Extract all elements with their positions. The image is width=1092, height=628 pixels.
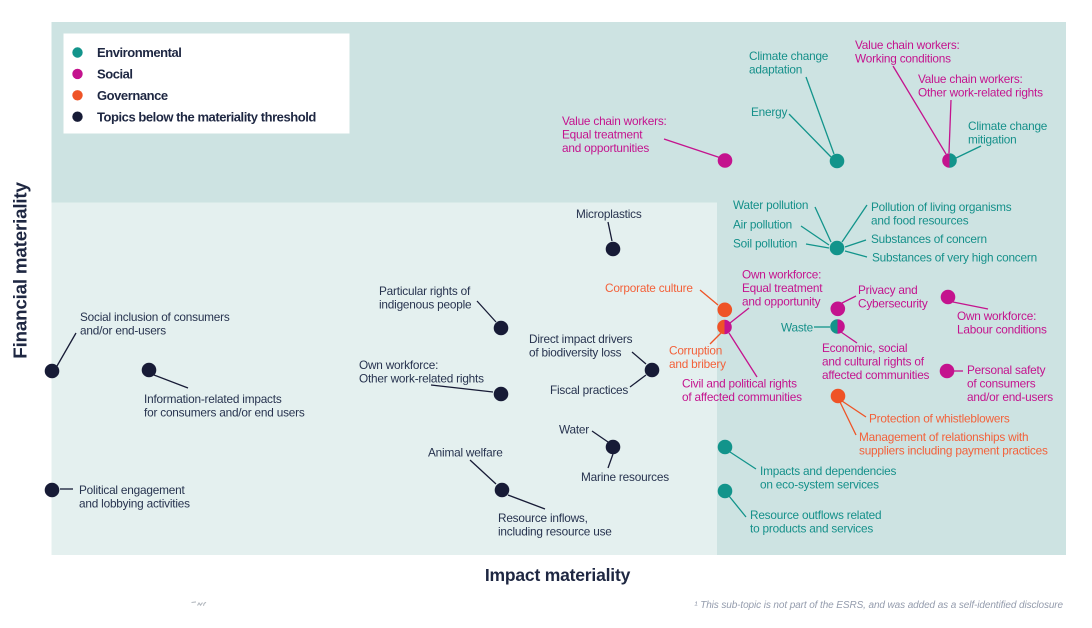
svg-text:Energy: Energy xyxy=(751,105,787,119)
svg-text:Own workforce:: Own workforce: xyxy=(359,358,438,372)
svg-text:indigenous people: indigenous people xyxy=(379,298,472,312)
svg-text:Social: Social xyxy=(97,67,133,82)
svg-text:Substances of very high concer: Substances of very high concern xyxy=(872,251,1037,265)
svg-text:Value chain workers:: Value chain workers: xyxy=(562,114,667,128)
svg-text:and lobbying activities: and lobbying activities xyxy=(79,497,190,511)
svg-text:Social inclusion of consumers: Social inclusion of consumers xyxy=(80,310,230,324)
svg-text:Own workforce:: Own workforce: xyxy=(742,268,821,282)
svg-text:Own workforce:: Own workforce: xyxy=(957,309,1036,323)
svg-text:Value chain workers:: Value chain workers: xyxy=(918,72,1023,86)
svg-text:of biodiversity loss: of biodiversity loss xyxy=(529,346,622,360)
svg-text:Impact materiality: Impact materiality xyxy=(485,565,631,585)
svg-text:and opportunity: and opportunity xyxy=(742,295,821,309)
svg-text:Economic, social: Economic, social xyxy=(822,341,907,355)
svg-text:Personal safety: Personal safety xyxy=(967,363,1046,377)
svg-text:affected communities: affected communities xyxy=(822,368,930,382)
svg-text:Climate change: Climate change xyxy=(968,119,1048,133)
svg-text:Water pollution: Water pollution xyxy=(733,198,808,212)
svg-text:and/or end-users: and/or end-users xyxy=(967,390,1053,404)
svg-text:Direct impact drivers: Direct impact drivers xyxy=(529,332,633,346)
svg-text:adaptation: adaptation xyxy=(749,63,802,77)
svg-text:Microplastics: Microplastics xyxy=(576,207,642,221)
svg-text:Impacts and dependencies: Impacts and dependencies xyxy=(760,464,897,478)
svg-text:Air pollution: Air pollution xyxy=(733,218,792,232)
svg-text:Other work-related rights: Other work-related rights xyxy=(918,86,1043,100)
svg-text:Water: Water xyxy=(559,423,589,437)
svg-text:Marine resources: Marine resources xyxy=(581,470,669,484)
svg-text:Protection of whistleblowers: Protection of whistleblowers xyxy=(869,412,1010,426)
svg-text:including resource use: including resource use xyxy=(498,525,612,539)
svg-text:and cultural rights of: and cultural rights of xyxy=(822,355,925,369)
svg-text:and/or end-users: and/or end-users xyxy=(80,324,166,338)
svg-text:Climate change: Climate change xyxy=(749,49,829,63)
svg-text:Particular rights of: Particular rights of xyxy=(379,284,471,298)
svg-text:Information-related impacts: Information-related impacts xyxy=(144,392,282,406)
svg-text:Corporate culture: Corporate culture xyxy=(605,281,693,295)
svg-text:Value chain workers:: Value chain workers: xyxy=(855,38,960,52)
svg-text:Environmental: Environmental xyxy=(97,45,181,60)
svg-text:Pollution of living organisms: Pollution of living organisms xyxy=(871,200,1012,214)
svg-text:Fiscal practices: Fiscal practices xyxy=(550,383,628,397)
svg-text:Resource inflows,: Resource inflows, xyxy=(498,511,588,525)
svg-text:Animal welfare: Animal welfare xyxy=(428,446,503,460)
svg-text:Privacy and: Privacy and xyxy=(858,283,917,297)
svg-text:of consumers: of consumers xyxy=(967,377,1036,391)
svg-text:on eco-system services: on eco-system services xyxy=(760,478,879,492)
svg-text:and bribery: and bribery xyxy=(669,357,726,371)
svg-text:Equal treatment: Equal treatment xyxy=(742,281,823,295)
svg-text:¹ This sub-topic is not part o: ¹ This sub-topic is not part of the ESRS… xyxy=(694,600,1063,611)
svg-text:and food resources: and food resources xyxy=(871,214,969,228)
svg-text:Resource outflows related: Resource outflows related xyxy=(750,508,881,522)
svg-text:Substances of concern: Substances of concern xyxy=(871,232,987,246)
svg-text:Corruption: Corruption xyxy=(669,344,722,358)
svg-text:Financial materiality: Financial materiality xyxy=(10,182,31,359)
svg-text:Cybersecurity: Cybersecurity xyxy=(858,297,928,311)
svg-text:Topics below the materiality t: Topics below the materiality threshold xyxy=(97,109,316,124)
svg-text:Equal treatment: Equal treatment xyxy=(562,128,643,142)
svg-text:and opportunities: and opportunities xyxy=(562,141,649,155)
svg-text:Soil pollution: Soil pollution xyxy=(733,237,797,251)
svg-text:suppliers including payment pr: suppliers including payment practices xyxy=(859,444,1048,458)
svg-text:mitigation: mitigation xyxy=(968,133,1017,147)
svg-text:Labour conditions: Labour conditions xyxy=(957,323,1047,337)
svg-text:Working conditions: Working conditions xyxy=(855,52,951,66)
svg-text:Management of relationships wi: Management of relationships with xyxy=(859,430,1028,444)
svg-text:for consumers and/or end users: for consumers and/or end users xyxy=(144,406,305,420)
svg-text:Governance: Governance xyxy=(97,88,168,103)
svg-text:to products and services: to products and services xyxy=(750,522,873,536)
svg-text:of affected communities: of affected communities xyxy=(682,390,802,404)
svg-text:Political engagement: Political engagement xyxy=(79,483,185,497)
svg-text:Other work-related rights: Other work-related rights xyxy=(359,372,484,386)
svg-text:Civil and political rights: Civil and political rights xyxy=(682,377,797,391)
svg-text:Waste: Waste xyxy=(781,321,814,335)
